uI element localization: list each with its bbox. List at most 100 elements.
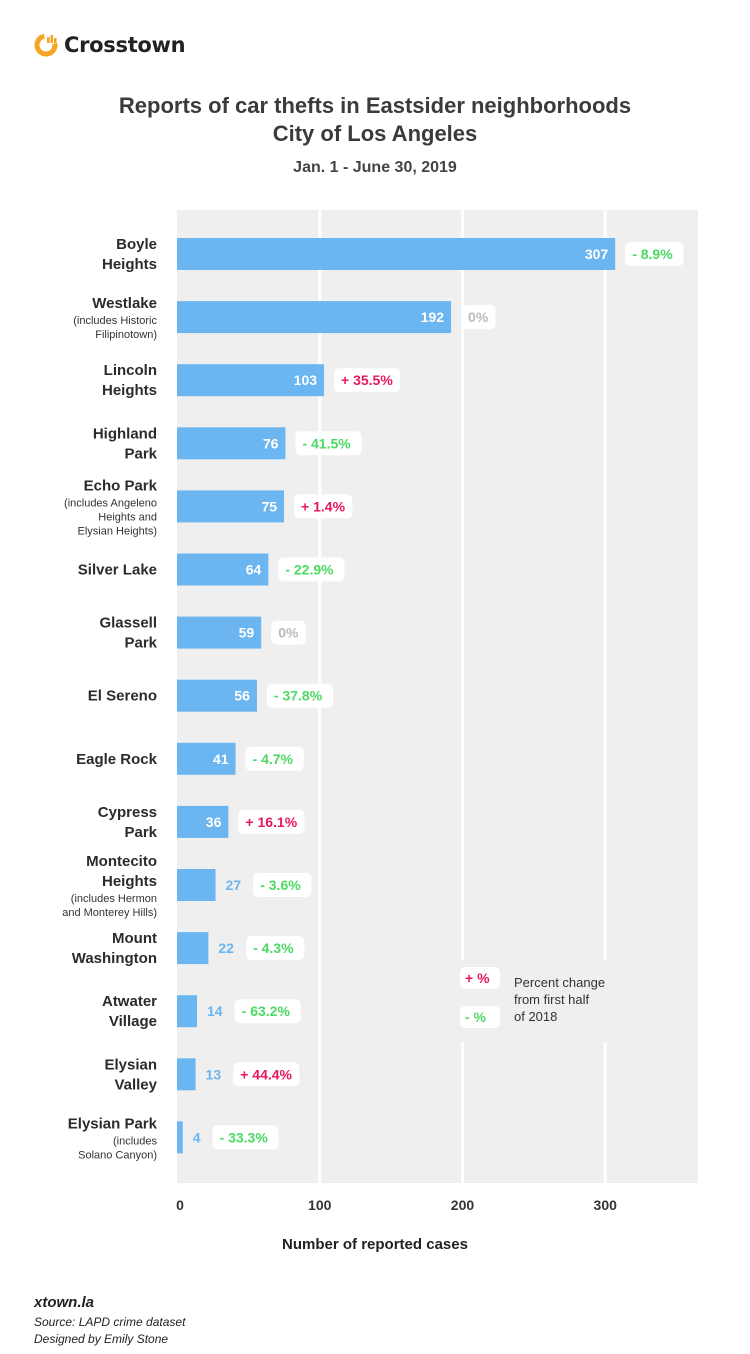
legend-negative-label: - % <box>465 1009 487 1025</box>
bar <box>177 238 616 270</box>
category-label: Elysian <box>104 1056 157 1073</box>
change-label: 0% <box>468 309 489 325</box>
change-pill <box>294 494 353 519</box>
bar-value-label: 22 <box>218 940 234 956</box>
category-label: Mount <box>112 930 157 947</box>
legend-text: from first half <box>514 992 590 1007</box>
category-label: Montecito <box>86 853 157 870</box>
category-label: Cypress <box>98 804 157 821</box>
x-tick-label: 300 <box>594 1197 618 1213</box>
bar-value-label: 103 <box>294 372 318 388</box>
category-label: Westlake <box>92 295 157 312</box>
category-label: Park <box>124 824 157 841</box>
change-pill <box>334 368 401 393</box>
bar <box>177 932 209 965</box>
category-label: Valley <box>114 1076 157 1093</box>
change-label: - 63.2% <box>242 1003 291 1019</box>
change-pill <box>238 809 305 834</box>
chart-title-line-2: City of Los Angeles <box>272 121 478 146</box>
bar-value-label: 76 <box>263 435 279 451</box>
bar <box>177 995 197 1028</box>
category-label: Atwater <box>102 993 157 1010</box>
category-label: El Sereno <box>88 688 157 705</box>
bar <box>177 490 285 523</box>
bar <box>177 742 236 775</box>
category-label: Heights <box>102 382 157 399</box>
change-pill <box>295 431 362 456</box>
brand-logo: Crosstown <box>34 33 186 57</box>
category-label: Lincoln <box>104 362 157 379</box>
footer-site: xtown.la <box>34 1294 95 1311</box>
category-note: (includes Hermon <box>71 893 157 905</box>
category-note: Heights and <box>98 511 157 523</box>
change-label: 0% <box>278 625 299 641</box>
legend-text: of 2018 <box>514 1009 557 1024</box>
bar <box>177 679 257 712</box>
change-pill <box>234 999 301 1024</box>
bar <box>177 364 325 397</box>
change-pill <box>212 1125 279 1150</box>
bar <box>177 1058 196 1091</box>
category-label: Heights <box>102 873 157 890</box>
legend-text: Percent change <box>514 975 605 990</box>
footer-designer: Designed by Emily Stone <box>34 1332 169 1346</box>
bar-value-label: 14 <box>207 1003 223 1019</box>
category-note: and Monterey Hills) <box>62 907 157 919</box>
category-label: Village <box>109 1013 157 1030</box>
category-label: Highland <box>93 425 157 442</box>
bar-value-label: 307 <box>585 246 609 262</box>
category-label: Park <box>124 635 157 652</box>
change-label: - 8.9% <box>632 246 673 262</box>
bar <box>177 301 452 334</box>
change-pill <box>245 746 304 771</box>
bar-value-label: 56 <box>234 688 250 704</box>
change-pill <box>246 936 305 961</box>
bar <box>177 616 262 649</box>
bar <box>177 869 216 901</box>
bar-value-label: 4 <box>193 1129 201 1145</box>
bar <box>177 553 269 586</box>
bar-value-label: 36 <box>206 814 222 830</box>
bar <box>177 805 229 838</box>
x-axis-label: Number of reported cases <box>282 1236 468 1253</box>
change-pill <box>253 873 312 897</box>
change-label: + 1.4% <box>301 498 346 514</box>
category-note: Elysian Heights) <box>78 525 157 537</box>
change-pill <box>278 557 345 582</box>
change-label: - 37.8% <box>274 688 323 704</box>
bar-value-label: 64 <box>246 562 262 578</box>
category-label: Park <box>124 445 157 462</box>
category-note: (includes Historic <box>73 315 157 327</box>
category-label: Silver Lake <box>78 562 157 579</box>
x-tick-label: 0 <box>176 1197 184 1213</box>
change-label: - 22.9% <box>285 562 334 578</box>
crosstown-logo-icon <box>34 33 58 57</box>
chart-title-line-1: Reports of car thefts in Eastsider neigh… <box>118 93 632 118</box>
x-tick-label: 100 <box>308 1197 332 1213</box>
x-tick-label: 200 <box>451 1197 475 1213</box>
footer-source: Source: LAPD crime dataset <box>34 1315 186 1329</box>
category-label: Boyle <box>116 236 157 253</box>
change-pill <box>233 1062 300 1087</box>
chart-subtitle: Jan. 1 - June 30, 2019 <box>293 159 457 176</box>
change-label: - 3.6% <box>260 877 301 893</box>
category-label: Elysian Park <box>68 1115 158 1132</box>
bar-value-label: 13 <box>206 1066 222 1082</box>
legend-positive-pill <box>460 967 500 989</box>
change-pill <box>271 620 306 645</box>
change-label: + 16.1% <box>245 814 297 830</box>
change-label: - 4.3% <box>253 940 294 956</box>
change-pill <box>461 305 496 330</box>
change-label: - 33.3% <box>220 1129 269 1145</box>
category-note: Filipinotown) <box>95 329 157 341</box>
legend-negative-pill <box>460 1006 500 1028</box>
bar-value-label: 59 <box>239 625 255 641</box>
category-note: Solano Canyon) <box>78 1149 157 1161</box>
legend-positive-label: + % <box>465 970 490 986</box>
change-pill <box>625 242 684 266</box>
category-note: (includes Angeleno <box>64 497 157 509</box>
category-label: Eagle Rock <box>76 751 158 768</box>
category-label: Echo Park <box>84 477 158 494</box>
bar <box>177 427 286 460</box>
